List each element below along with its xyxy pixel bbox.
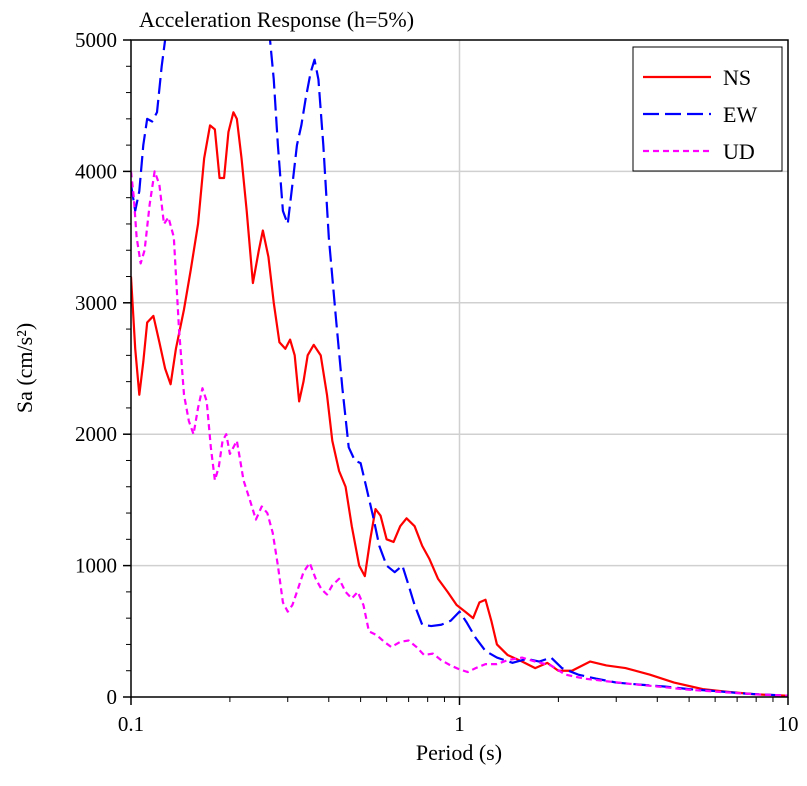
legend-box xyxy=(632,46,783,172)
legend-label-ns: NS xyxy=(723,65,751,90)
x-tick-label: 10 xyxy=(778,712,799,736)
y-tick-label: 2000 xyxy=(75,422,117,446)
x-axis-label: Period (s) xyxy=(416,740,502,765)
y-tick-label: 4000 xyxy=(75,159,117,183)
series-line-ud xyxy=(131,170,788,697)
y-tick-label: 5000 xyxy=(75,28,117,52)
series-line-ns xyxy=(131,111,788,697)
series-layer xyxy=(131,40,788,697)
legend: NS EW UD xyxy=(632,46,783,172)
legend-label-ud: UD xyxy=(723,139,755,164)
series-line-ew xyxy=(131,40,788,697)
x-tick-label: 0.1 xyxy=(118,712,144,736)
y-tick-label: 1000 xyxy=(75,554,117,578)
y-tick-label: 0 xyxy=(107,685,118,709)
tick-layer: 0.1 1 10 0 1000 2000 3000 4000 5000 xyxy=(75,28,799,736)
legend-label-ew: EW xyxy=(723,102,757,127)
y-tick-label: 3000 xyxy=(75,291,117,315)
x-tick-label: 1 xyxy=(454,712,465,736)
y-axis-label: Sa (cm/s²) xyxy=(12,323,37,413)
chart-title: Acceleration Response (h=5%) xyxy=(139,7,414,32)
grid xyxy=(131,40,788,697)
